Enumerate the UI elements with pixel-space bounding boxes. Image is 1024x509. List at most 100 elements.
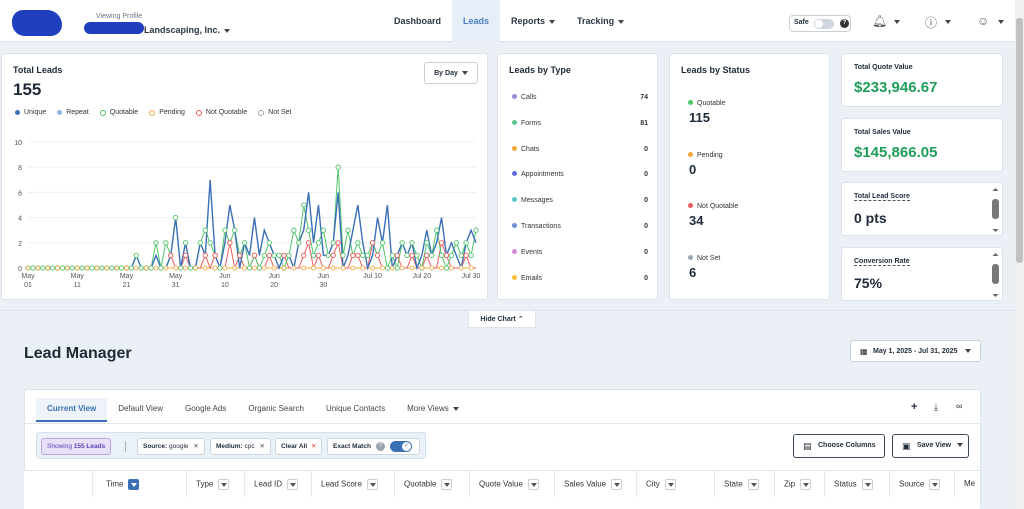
card-scrollbar[interactable]	[991, 251, 1000, 299]
sort-dropdown-icon[interactable]	[664, 479, 676, 490]
sort-dropdown-icon[interactable]	[527, 479, 539, 490]
x-tick-label: Jun	[269, 273, 280, 280]
legend-pending[interactable]: Pending	[149, 109, 185, 116]
bell-icon[interactable]: 🔔︎	[872, 14, 888, 28]
sort-dropdown-icon[interactable]	[218, 479, 230, 490]
sort-dropdown-icon[interactable]	[747, 479, 759, 490]
download-icon[interactable]: ⤓	[934, 402, 938, 412]
safe-toggle[interactable]	[814, 19, 834, 29]
column-header-zip[interactable]: Zip	[784, 479, 812, 499]
nav-dashboard[interactable]: Dashboard	[394, 16, 442, 26]
data-point-pending	[25, 265, 31, 271]
sort-dropdown-icon[interactable]	[929, 479, 941, 490]
choose-columns-button[interactable]: ▤ Choose Columns	[793, 434, 885, 458]
sort-dropdown-icon[interactable]	[128, 479, 140, 490]
data-point-pending	[64, 265, 70, 271]
exact-match-toggle[interactable]: Exact Match ? ✓	[327, 438, 420, 455]
link-icon[interactable]: ∞	[956, 401, 963, 411]
nav-tracking[interactable]: Tracking	[566, 0, 635, 42]
filter-chip-source[interactable]: Source: google ✕	[137, 438, 205, 455]
data-point-pending	[448, 265, 454, 271]
column-label: Time	[106, 479, 124, 489]
user-icon[interactable]: ☺	[977, 14, 990, 28]
card-scrollbar[interactable]	[991, 186, 1000, 234]
column-header-state[interactable]: State	[724, 479, 759, 499]
type-row-chats: Chats 0	[512, 145, 648, 153]
legend-label: Repeat	[66, 109, 89, 116]
tab-unique-contacts[interactable]: Unique Contacts	[325, 404, 386, 413]
tab-more-views[interactable]: More Views	[396, 398, 470, 422]
x-tick-label: 30	[319, 282, 327, 289]
logo[interactable]	[12, 10, 62, 36]
data-point-not-quotable	[443, 252, 450, 259]
nav-reports[interactable]: Reports	[500, 0, 566, 42]
data-point-pending	[320, 265, 326, 271]
data-point-pending	[458, 265, 464, 271]
save-icon: ▣	[902, 441, 911, 451]
legend-unique[interactable]: Unique	[15, 109, 46, 116]
column-header-time[interactable]: Time	[106, 479, 140, 499]
column-header-source[interactable]: Source	[899, 479, 941, 499]
hide-chart-button[interactable]: Hide Chart ⌃	[468, 310, 536, 328]
data-point-quotable	[320, 227, 327, 233]
sort-dropdown-icon[interactable]	[441, 479, 453, 490]
clear-all-button[interactable]: Clear All ✕	[275, 438, 323, 455]
column-header-status[interactable]: Status	[834, 479, 873, 499]
status-color-dot	[688, 100, 693, 105]
profile-selector[interactable]: Landscaping, Inc.	[84, 25, 231, 35]
column-header-lead-id[interactable]: Lead ID	[254, 479, 299, 499]
tab-google-ads[interactable]: Google Ads	[184, 404, 227, 413]
data-point-quotable	[232, 227, 238, 233]
legend-repeat[interactable]: Repeat	[57, 109, 89, 116]
save-view-button[interactable]: ▣ Save View	[892, 434, 969, 458]
total-leads-count: 155	[13, 80, 42, 99]
tab-organic-search[interactable]: Organic Search	[248, 404, 304, 413]
legend-quotable[interactable]: Quotable	[99, 109, 138, 116]
column-label: Status	[834, 479, 857, 489]
scrollbar-thumb[interactable]	[1016, 18, 1023, 263]
column-header-quote-value[interactable]: Quote Value	[479, 479, 539, 499]
column-header-type[interactable]: Type	[196, 479, 230, 499]
company-name: Landscaping, Inc.	[144, 25, 221, 35]
sort-dropdown-icon[interactable]	[861, 479, 873, 490]
leads-line-chart[interactable]: 0 2 4 6 8 10 May 01 May 11 May 21 May 31 Jun 10 Jun 20 Jun…	[10, 136, 480, 296]
data-point-quotable	[389, 252, 395, 259]
data-point-quotable	[69, 265, 75, 271]
column-header-city[interactable]: City	[646, 479, 676, 499]
filter-chip-medium[interactable]: Medium: cpc ✕	[210, 438, 271, 455]
column-header-lead-score[interactable]: Lead Score	[321, 479, 378, 499]
column-divider	[954, 471, 955, 497]
sort-dropdown-icon[interactable]	[287, 479, 299, 490]
column-header-quotable[interactable]: Quotable	[404, 479, 453, 499]
add-icon[interactable]: +	[911, 401, 918, 413]
sort-dropdown-icon[interactable]	[611, 479, 623, 490]
data-point-quotable	[109, 265, 115, 271]
sort-dropdown-icon[interactable]	[800, 479, 812, 490]
help-icon[interactable]: ?	[840, 19, 849, 28]
sort-dropdown-icon[interactable]	[366, 479, 378, 490]
data-point-quotable	[438, 252, 445, 259]
data-point-not-quotable	[355, 252, 361, 259]
type-color-dot	[512, 94, 517, 99]
column-header-me[interactable]: Me	[964, 479, 975, 499]
nav-leads[interactable]: Leads	[452, 0, 501, 42]
column-header-sales-value[interactable]: Sales Value	[564, 479, 623, 499]
tab-default-view[interactable]: Default View	[118, 404, 163, 413]
range-select[interactable]: By Day	[424, 62, 478, 84]
column-label: Quotable	[404, 479, 437, 489]
help-icon[interactable]: ?	[376, 442, 385, 451]
legend-not-set[interactable]: Not Set	[258, 109, 292, 116]
date-range-picker[interactable]: ▦ May 1, 2025 - Jul 31, 2025	[850, 340, 981, 362]
page-scrollbar[interactable]	[1015, 0, 1024, 509]
data-point-quotable	[197, 240, 203, 246]
legend-not-quotable[interactable]: Not Quotable	[195, 109, 247, 116]
exact-match-switch[interactable]: ✓	[390, 441, 412, 452]
tab-current-view[interactable]: Current View	[36, 398, 108, 422]
close-icon[interactable]: ✕	[259, 443, 265, 450]
choose-columns-label: Choose Columns	[818, 442, 876, 449]
help-icon[interactable]: ⓘ	[925, 16, 938, 30]
data-point-quotable	[291, 227, 297, 233]
chevron-down-icon	[618, 19, 625, 24]
close-icon[interactable]: ✕	[193, 443, 199, 450]
data-point-quotable	[399, 240, 405, 246]
